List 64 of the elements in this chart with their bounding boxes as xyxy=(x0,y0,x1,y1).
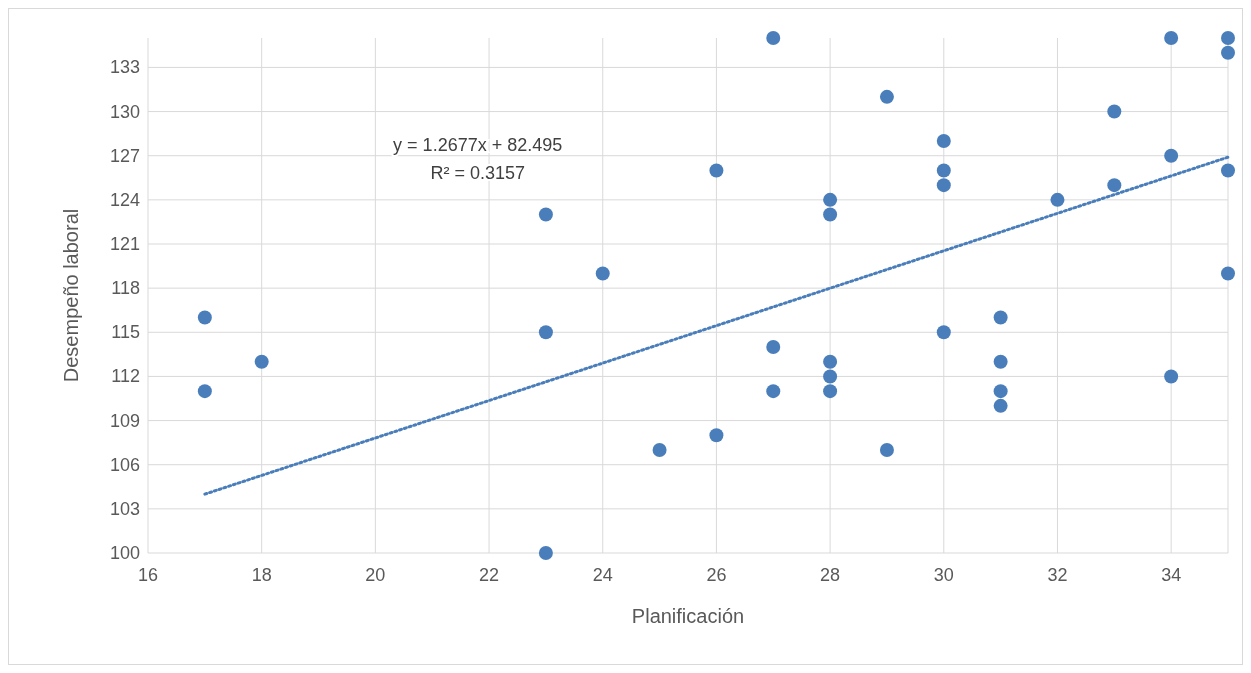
point xyxy=(197,310,212,325)
point xyxy=(993,398,1008,413)
point xyxy=(936,163,951,178)
point xyxy=(709,163,724,178)
point xyxy=(1164,148,1179,163)
point xyxy=(1107,104,1122,119)
point xyxy=(1221,45,1235,60)
point xyxy=(1221,266,1235,281)
y-tick-label: 118 xyxy=(111,278,140,299)
x-tick-label: 26 xyxy=(706,565,727,585)
point xyxy=(254,354,269,369)
point xyxy=(823,207,838,222)
y-axis-title: Desempeño laboral xyxy=(60,208,82,383)
y-tick-label: 121 xyxy=(109,234,140,254)
x-tick-label: 18 xyxy=(251,565,272,585)
point xyxy=(936,134,951,148)
point xyxy=(709,428,724,443)
x-tick-label: 20 xyxy=(365,565,386,585)
point xyxy=(1050,192,1065,207)
point xyxy=(823,369,838,384)
point xyxy=(823,384,838,399)
point xyxy=(538,325,553,340)
y-tick-label: 112 xyxy=(111,366,140,387)
y-tick-label: 133 xyxy=(109,57,140,78)
point xyxy=(1164,31,1179,45)
point xyxy=(652,443,667,457)
point xyxy=(197,384,212,399)
x-tick-label: 22 xyxy=(479,565,500,585)
x-tick-label: 32 xyxy=(1047,565,1068,585)
point xyxy=(766,384,781,399)
point xyxy=(1164,369,1179,384)
point xyxy=(936,325,951,340)
y-tick-label: 100 xyxy=(109,543,140,563)
point xyxy=(993,310,1008,325)
point xyxy=(936,178,951,193)
annotation: R² = 0.3157 xyxy=(430,163,525,184)
x-tick-label: 30 xyxy=(933,565,954,585)
point xyxy=(993,354,1008,369)
x-axis-title: Planificación xyxy=(631,605,745,627)
point xyxy=(538,546,553,560)
x-tick-label: 24 xyxy=(592,565,613,585)
point xyxy=(538,207,553,222)
point xyxy=(823,354,838,369)
point xyxy=(595,266,610,281)
point xyxy=(993,384,1008,399)
y-tick-label: 127 xyxy=(109,145,140,166)
y-tick-label: 115 xyxy=(111,322,140,343)
point xyxy=(1221,31,1235,45)
y-tick-label: 103 xyxy=(109,498,140,519)
y-tick-label: 130 xyxy=(109,101,140,122)
x-tick-label: 28 xyxy=(820,565,841,585)
point xyxy=(766,340,781,354)
point xyxy=(879,89,894,104)
y-tick-label: 124 xyxy=(109,189,140,210)
point xyxy=(879,443,894,457)
point xyxy=(1107,178,1122,193)
y-tick-label: 106 xyxy=(109,454,140,475)
point xyxy=(1221,163,1235,178)
y-tick-label: 109 xyxy=(109,410,140,431)
x-tick-label: 34 xyxy=(1161,565,1182,585)
point xyxy=(823,192,838,207)
point xyxy=(766,31,781,45)
x-tick-label: 16 xyxy=(137,565,159,585)
annotation: y = 1.2677x + 82.495 xyxy=(393,135,563,156)
